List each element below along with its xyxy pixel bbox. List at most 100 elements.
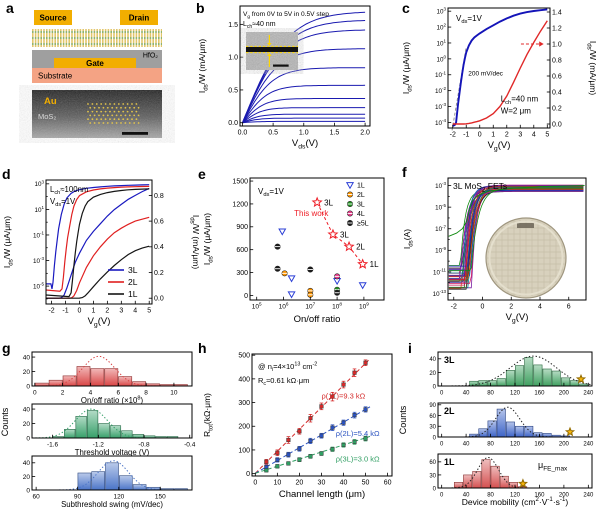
panel-label-g: g — [2, 340, 11, 356]
substrate-layer — [32, 68, 162, 83]
outlier-star-icon — [575, 373, 587, 384]
svg-text:Vds(V): Vds(V) — [292, 138, 318, 151]
svg-text:103: 103 — [34, 179, 44, 188]
svg-text:-0.8: -0.8 — [138, 442, 150, 449]
svg-text:-2: -2 — [451, 304, 457, 311]
svg-text:10-1: 10-1 — [33, 231, 45, 240]
svg-text:1500: 1500 — [232, 178, 248, 185]
svg-text:10-9: 10-9 — [435, 246, 446, 255]
svg-text:Drain: Drain — [129, 14, 150, 23]
svg-text:150: 150 — [155, 494, 166, 501]
svg-text:0.6: 0.6 — [154, 219, 164, 226]
svg-text:10-7: 10-7 — [435, 224, 446, 233]
svg-text:5: 5 — [545, 132, 549, 139]
svg-text:103: 103 — [436, 7, 446, 16]
svg-text:106: 106 — [279, 302, 289, 311]
svg-text:-1.6: -1.6 — [47, 442, 59, 449]
svg-text:Ids/W (μA/μm): Ids/W (μA/μm) — [2, 216, 14, 268]
svg-text:10-5: 10-5 — [435, 203, 446, 212]
svg-text:Threshold voltage (V): Threshold voltage (V) — [75, 448, 150, 457]
svg-text:0.0: 0.0 — [238, 130, 248, 137]
svg-text:W=2 μm: W=2 μm — [501, 107, 532, 116]
svg-text:3L: 3L — [357, 202, 365, 209]
svg-text:2L: 2L — [357, 192, 365, 199]
svg-text:40: 40 — [23, 354, 31, 361]
outlier-star-icon — [564, 426, 576, 437]
svg-text:0: 0 — [440, 442, 444, 448]
svg-text:1L: 1L — [128, 289, 138, 299]
gaussian-fit — [438, 355, 591, 387]
svg-text:Ids/W (μA/μm): Ids/W (μA/μm) — [401, 42, 413, 94]
layer-transfer-curves — [45, 184, 150, 299]
svg-text:ρ(1L)=9.3 kΩ: ρ(1L)=9.3 kΩ — [321, 391, 365, 400]
svg-text:0: 0 — [26, 435, 30, 442]
svg-text:20: 20 — [23, 474, 31, 481]
svg-text:MoS₂: MoS₂ — [38, 112, 56, 121]
svg-text:Gate: Gate — [86, 59, 104, 68]
svg-text:0.0: 0.0 — [552, 121, 562, 128]
svg-text:0.0: 0.0 — [228, 120, 238, 127]
svg-text:120: 120 — [510, 391, 521, 397]
svg-text:0: 0 — [26, 383, 30, 390]
panel-a-device-schematic: Source Drain HfO₂ Gate Substrate Au MoS₂ — [32, 10, 162, 138]
svg-text:1.2: 1.2 — [552, 25, 562, 32]
svg-text:600: 600 — [236, 247, 248, 254]
source-electrode — [34, 10, 72, 25]
svg-text:0.2: 0.2 — [552, 105, 562, 112]
panel-i-mobility-histograms: 0 40 80 120 160 200 240 0 20 40 3L 0 40 80 120 160 200 24… — [398, 351, 594, 507]
outlier-star-icon — [517, 478, 529, 488]
svg-text:0.5: 0.5 — [268, 130, 278, 137]
svg-text:50: 50 — [362, 480, 370, 487]
svg-text:1.0: 1.0 — [552, 41, 562, 48]
svg-text:-1.2: -1.2 — [93, 442, 105, 449]
legend: 3L 2L 1L — [108, 265, 138, 299]
arrow-up-icon — [267, 53, 272, 56]
drain-electrode — [120, 10, 158, 25]
svg-text:0: 0 — [433, 384, 437, 390]
svg-text:This work: This work — [294, 209, 329, 218]
svg-text:0: 0 — [244, 293, 248, 300]
svg-text:Vg(V): Vg(V) — [88, 316, 111, 329]
svg-text:Lch≈40 nm: Lch≈40 nm — [243, 21, 276, 30]
svg-text:109: 109 — [359, 302, 369, 311]
svg-text:60: 60 — [33, 494, 41, 501]
svg-text:Ids/W (μA/μm): Ids/W (μA/μm) — [202, 213, 214, 265]
svg-text:90: 90 — [74, 494, 82, 501]
panel-g-histograms: 0 2 4 6 8 10 0 20 40 On/off ratio (×108) -1.6 -1.2 -… — [0, 351, 196, 509]
svg-text:101: 101 — [34, 205, 44, 214]
svg-text:40: 40 — [23, 460, 31, 467]
this-work-series: 3L 3L 2L 1L This work — [294, 196, 379, 269]
svg-text:10-3: 10-3 — [435, 181, 446, 190]
svg-text:0.5: 0.5 — [228, 87, 238, 94]
svg-text:0.0: 0.0 — [154, 296, 164, 303]
svg-text:30: 30 — [429, 425, 436, 431]
svg-text:1: 1 — [491, 132, 495, 139]
svg-text:10: 10 — [273, 480, 281, 487]
histogram-bars — [469, 408, 570, 438]
svg-text:80: 80 — [487, 391, 494, 397]
arrow-down-icon — [267, 43, 272, 46]
svg-text:120: 120 — [113, 494, 124, 501]
panel-c-transfer-curve: -2 -1 0 1 2 3 4 5 10-4 10-3 10-2 10-1 100 101 102 103 0.… — [401, 7, 598, 153]
svg-text:μFE_max: μFE_max — [538, 460, 568, 473]
gaussian-fit — [32, 408, 191, 439]
svg-text:200: 200 — [238, 424, 250, 431]
svg-text:0: 0 — [433, 435, 437, 441]
svg-text:2: 2 — [509, 304, 513, 311]
panel-label-a: a — [6, 0, 14, 16]
svg-text:-1: -1 — [463, 132, 469, 139]
svg-text:60: 60 — [429, 460, 436, 466]
wafer-photo — [485, 217, 567, 299]
svg-text:105: 105 — [252, 302, 262, 311]
svg-text:108: 108 — [332, 302, 342, 311]
svg-text:500: 500 — [238, 353, 250, 360]
panel-f-wafer-statistics: -2 0 2 4 6 10-13 10-11 10-9 10-7 10-5 10-3 Vg(V) Ids… — [402, 177, 587, 325]
svg-text:6: 6 — [116, 390, 120, 397]
svg-text:≥5L: ≥5L — [357, 221, 369, 228]
svg-text:90: 90 — [429, 403, 436, 409]
svg-text:6: 6 — [567, 304, 571, 311]
svg-text:10-1: 10-1 — [435, 70, 447, 79]
transfer-curve-ensemble — [448, 184, 585, 290]
scale-bar — [122, 132, 148, 135]
svg-text:HfO₂: HfO₂ — [143, 53, 158, 60]
